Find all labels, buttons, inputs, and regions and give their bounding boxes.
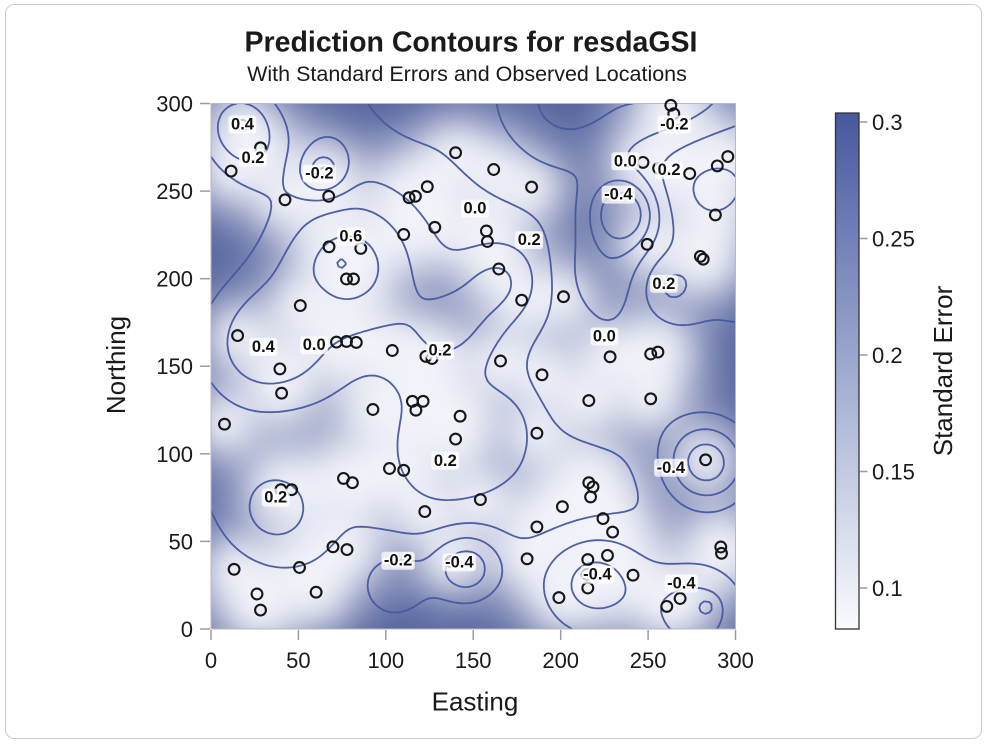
svg-text:300: 300 xyxy=(717,648,754,673)
svg-text:0.2: 0.2 xyxy=(652,275,675,293)
svg-text:0: 0 xyxy=(205,648,217,673)
svg-text:-0.4: -0.4 xyxy=(604,186,633,204)
svg-text:250: 250 xyxy=(156,179,193,204)
svg-text:100: 100 xyxy=(156,442,193,467)
svg-text:0.6: 0.6 xyxy=(339,228,362,246)
svg-text:150: 150 xyxy=(455,648,492,673)
svg-text:Prediction Contours for resdaG: Prediction Contours for resdaGSI xyxy=(245,27,698,59)
svg-text:0.2: 0.2 xyxy=(242,149,265,167)
svg-text:-0.2: -0.2 xyxy=(305,165,333,183)
svg-text:With Standard Errors and Obser: With Standard Errors and Observed Locati… xyxy=(247,62,687,86)
svg-text:0.3: 0.3 xyxy=(872,110,903,135)
svg-text:0.4: 0.4 xyxy=(252,338,276,356)
svg-text:50: 50 xyxy=(169,529,193,554)
svg-text:0.2: 0.2 xyxy=(518,231,541,249)
svg-text:200: 200 xyxy=(542,648,579,673)
svg-text:0.2: 0.2 xyxy=(658,161,681,179)
svg-text:0.2: 0.2 xyxy=(434,452,457,470)
svg-text:200: 200 xyxy=(156,267,193,292)
svg-text:0.25: 0.25 xyxy=(872,227,915,252)
svg-text:0.15: 0.15 xyxy=(872,460,915,485)
svg-text:-0.2: -0.2 xyxy=(660,116,688,134)
svg-text:250: 250 xyxy=(630,648,667,673)
svg-text:100: 100 xyxy=(367,648,404,673)
svg-text:Easting: Easting xyxy=(432,687,519,717)
svg-text:-0.4: -0.4 xyxy=(667,575,696,593)
svg-text:0.0: 0.0 xyxy=(614,152,637,170)
svg-text:150: 150 xyxy=(156,354,193,379)
svg-text:0.0: 0.0 xyxy=(303,336,326,354)
svg-text:Northing: Northing xyxy=(101,316,131,414)
svg-text:0.2: 0.2 xyxy=(872,343,903,368)
svg-text:50: 50 xyxy=(286,648,310,673)
svg-text:0.1: 0.1 xyxy=(872,576,903,601)
svg-text:-0.4: -0.4 xyxy=(657,459,686,477)
svg-text:-0.4: -0.4 xyxy=(445,553,474,571)
svg-text:0.4: 0.4 xyxy=(231,116,255,134)
svg-text:0.0: 0.0 xyxy=(464,200,487,218)
svg-text:-0.2: -0.2 xyxy=(384,552,412,570)
svg-text:Standard Error: Standard Error xyxy=(928,285,958,456)
svg-text:0.0: 0.0 xyxy=(593,328,616,346)
svg-text:0: 0 xyxy=(181,617,193,642)
svg-text:-0.4: -0.4 xyxy=(583,566,612,584)
svg-text:0.2: 0.2 xyxy=(264,489,287,507)
svg-text:0.2: 0.2 xyxy=(429,342,452,360)
svg-text:300: 300 xyxy=(156,92,193,117)
